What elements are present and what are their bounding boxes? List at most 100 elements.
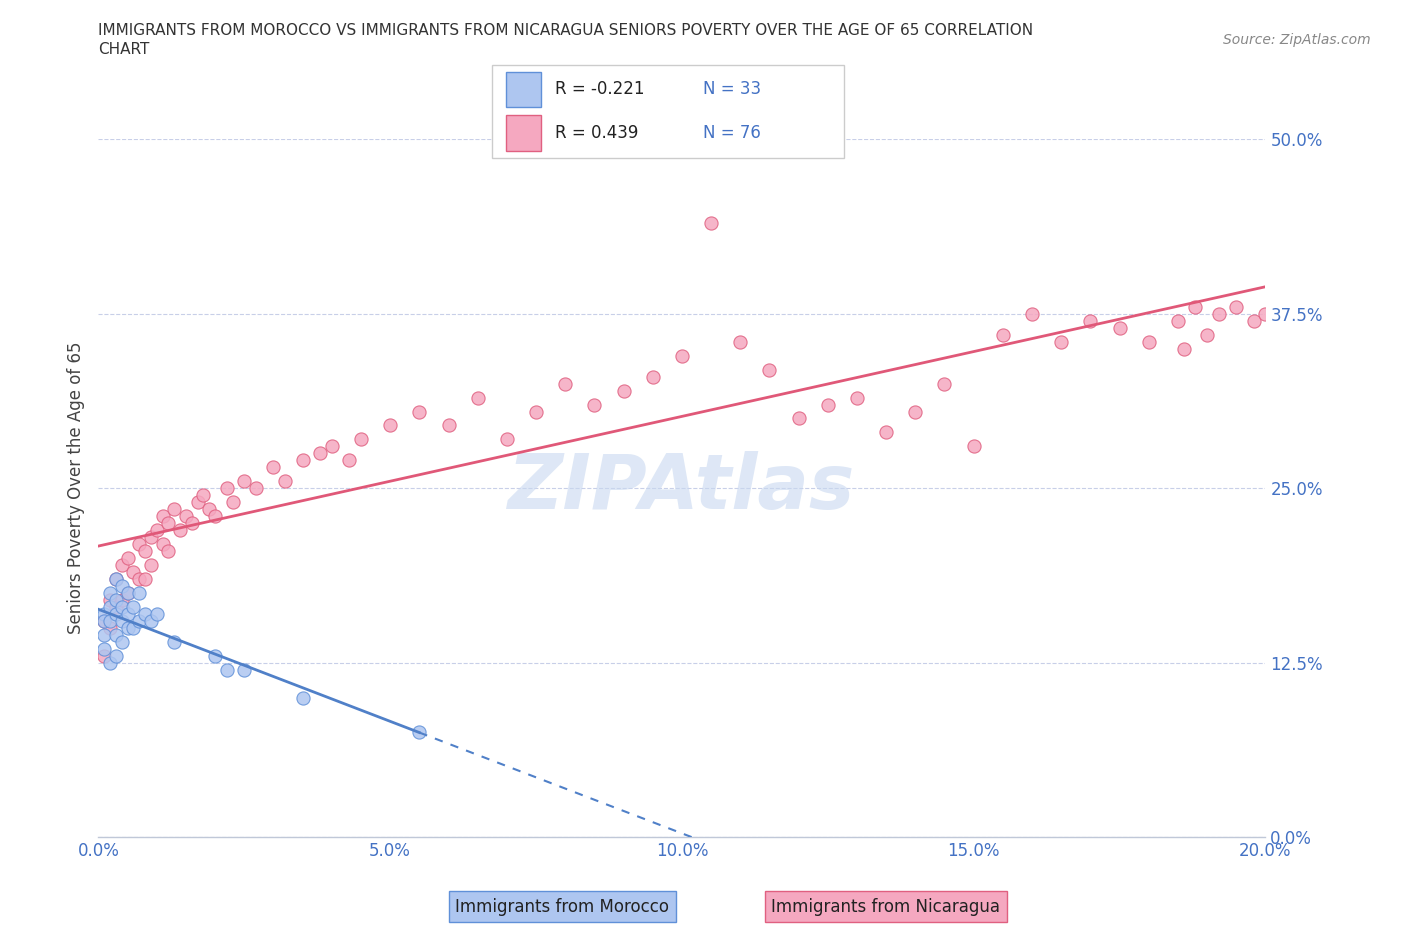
Point bbox=[291, 453, 314, 468]
Point bbox=[139, 558, 162, 573]
Point bbox=[104, 606, 127, 621]
Point bbox=[152, 509, 174, 524]
Point bbox=[104, 592, 127, 607]
Point bbox=[163, 502, 186, 517]
Point bbox=[904, 404, 927, 418]
Point bbox=[139, 530, 162, 545]
Point bbox=[139, 614, 162, 629]
Point bbox=[163, 634, 186, 649]
Point bbox=[128, 571, 150, 587]
FancyBboxPatch shape bbox=[506, 115, 541, 151]
Point bbox=[98, 586, 121, 601]
Point bbox=[1243, 313, 1265, 328]
Point bbox=[93, 642, 115, 657]
Point bbox=[134, 571, 156, 587]
Point bbox=[98, 614, 121, 629]
Point bbox=[122, 620, 145, 635]
FancyBboxPatch shape bbox=[492, 65, 844, 158]
Point bbox=[991, 327, 1014, 342]
Point bbox=[93, 628, 115, 643]
Point bbox=[157, 543, 180, 558]
Point bbox=[495, 432, 517, 447]
FancyBboxPatch shape bbox=[506, 72, 541, 107]
Point bbox=[93, 614, 115, 629]
Point bbox=[1050, 334, 1073, 349]
Point bbox=[728, 334, 751, 349]
Point bbox=[934, 376, 956, 391]
Point bbox=[1167, 313, 1189, 328]
Point bbox=[111, 592, 134, 607]
Point bbox=[98, 620, 121, 635]
Point bbox=[128, 537, 150, 551]
Point bbox=[117, 586, 139, 601]
Point bbox=[554, 376, 576, 391]
Point bbox=[111, 558, 134, 573]
Point bbox=[111, 578, 134, 593]
Text: R = 0.439: R = 0.439 bbox=[555, 124, 638, 142]
Point bbox=[146, 606, 169, 621]
Point bbox=[321, 439, 343, 454]
Point bbox=[1173, 341, 1195, 356]
Point bbox=[104, 571, 127, 587]
Point bbox=[1254, 307, 1277, 322]
Point bbox=[117, 551, 139, 565]
Point bbox=[98, 655, 121, 670]
Point bbox=[1137, 334, 1160, 349]
Point bbox=[187, 495, 209, 510]
Point bbox=[1195, 327, 1218, 342]
Point bbox=[1225, 299, 1247, 314]
Point bbox=[845, 391, 868, 405]
Point bbox=[437, 418, 460, 433]
Point bbox=[233, 662, 256, 677]
Point bbox=[157, 515, 180, 530]
Point bbox=[117, 586, 139, 601]
Point bbox=[98, 592, 121, 607]
Point bbox=[93, 606, 115, 621]
Y-axis label: Seniors Poverty Over the Age of 65: Seniors Poverty Over the Age of 65 bbox=[66, 342, 84, 634]
Point bbox=[309, 445, 332, 460]
Text: ZIPAtlas: ZIPAtlas bbox=[508, 451, 856, 525]
Point bbox=[612, 383, 634, 398]
Point bbox=[111, 614, 134, 629]
Point bbox=[128, 586, 150, 601]
Point bbox=[378, 418, 402, 433]
Text: IMMIGRANTS FROM MOROCCO VS IMMIGRANTS FROM NICARAGUA SENIORS POVERTY OVER THE AG: IMMIGRANTS FROM MOROCCO VS IMMIGRANTS FR… bbox=[98, 23, 1033, 38]
Point bbox=[93, 648, 115, 663]
Point bbox=[758, 362, 780, 378]
Text: Source: ZipAtlas.com: Source: ZipAtlas.com bbox=[1223, 33, 1371, 46]
Point bbox=[583, 397, 606, 412]
Point bbox=[1184, 299, 1206, 314]
Point bbox=[291, 690, 314, 705]
Point bbox=[641, 369, 664, 384]
Point bbox=[245, 481, 267, 496]
Point bbox=[104, 600, 127, 615]
Point bbox=[787, 411, 810, 426]
Point bbox=[1108, 320, 1130, 336]
Point bbox=[152, 537, 174, 551]
Text: CHART: CHART bbox=[98, 42, 150, 57]
Point bbox=[1080, 313, 1102, 328]
Point bbox=[408, 404, 430, 418]
Point bbox=[274, 474, 297, 489]
Point bbox=[875, 425, 897, 440]
Point bbox=[104, 571, 127, 587]
Point bbox=[671, 349, 693, 364]
Point bbox=[146, 523, 169, 538]
Point bbox=[104, 628, 127, 643]
Point bbox=[1021, 307, 1043, 322]
Point bbox=[104, 648, 127, 663]
Point bbox=[1208, 307, 1230, 322]
Point bbox=[93, 614, 115, 629]
Point bbox=[169, 523, 191, 538]
Point bbox=[134, 606, 156, 621]
Point bbox=[408, 725, 430, 740]
Point bbox=[221, 495, 243, 510]
Point bbox=[962, 439, 984, 454]
Text: Immigrants from Morocco: Immigrants from Morocco bbox=[456, 897, 669, 916]
Point bbox=[350, 432, 373, 447]
Point bbox=[122, 565, 145, 579]
Point bbox=[262, 460, 284, 474]
Point bbox=[467, 391, 489, 405]
Point bbox=[204, 509, 226, 524]
Point bbox=[198, 502, 221, 517]
